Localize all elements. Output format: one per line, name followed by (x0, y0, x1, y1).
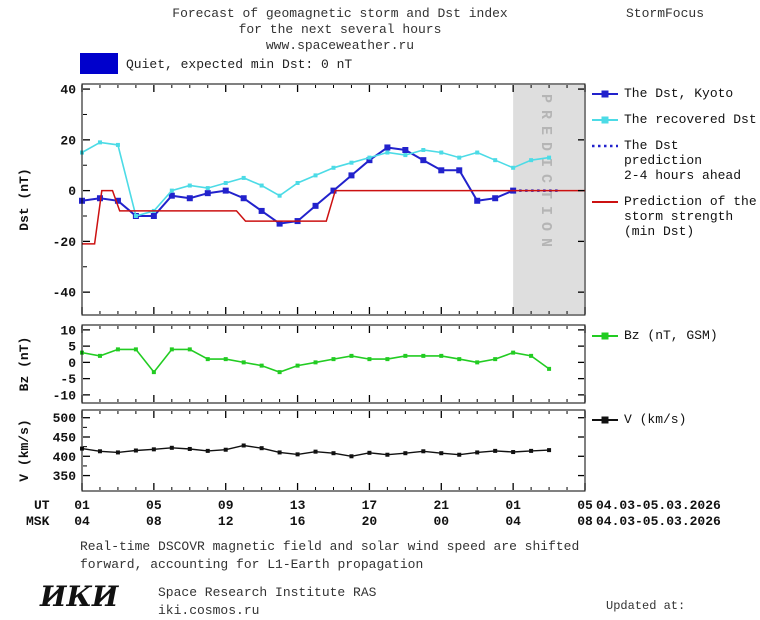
institute-block: Space Research Institute RAS iki.cosmos.… (158, 584, 376, 620)
msk-tick-label-0: 04 (74, 514, 90, 529)
legend-main-item-2: The Dst prediction 2-4 hours ahead (592, 138, 760, 183)
ut-tick-label-6: 01 (505, 498, 521, 513)
svg-text:-10: -10 (53, 388, 77, 403)
legend-v-label-0: V (km/s) (624, 412, 687, 427)
updated-block: Updated at: UT 01:05, 05.03.2026 MSK 04:… (606, 566, 757, 620)
svg-text:0: 0 (68, 184, 76, 199)
legend-main-label-0: The Dst, Kyoto (624, 86, 734, 101)
svg-text:350: 350 (53, 469, 77, 484)
legend-main: The Dst, Kyoto The recovered Dst The Dst p… (592, 86, 760, 250)
legend-main-label-2: The Dst prediction 2-4 hours ahead (624, 138, 742, 183)
footnote: Real-time DSCOVR magnetic field and sola… (80, 538, 579, 574)
svg-text:450: 450 (53, 431, 77, 446)
msk-row-header: MSK (26, 514, 50, 529)
svg-text:-40: -40 (53, 286, 77, 301)
msk-date-range: 04.03-05.03.2026 (596, 514, 721, 529)
dst-axis-label: Dst (nT) (17, 168, 32, 230)
legend-v: V (km/s) (592, 412, 760, 438)
legend-v-item-0: V (km/s) (592, 412, 760, 427)
msk-tick-label-6: 04 (505, 514, 521, 529)
ut-tick-label-1: 05 (146, 498, 162, 513)
series-dst-3 (82, 189, 585, 245)
msk-tick-label-3: 16 (290, 514, 306, 529)
v-panel: 500 450 400 350 (53, 409, 586, 492)
svg-text:500: 500 (53, 411, 77, 426)
msk-tick-label-2: 12 (218, 514, 234, 529)
msk-tick-label-7: 08 (577, 514, 593, 529)
svg-text:20: 20 (60, 133, 76, 148)
svg-text:5: 5 (68, 340, 76, 355)
ut-tick-label-3: 13 (290, 498, 306, 513)
bz-panel: 10 50-5-10 (53, 323, 586, 404)
legend-v-marker-0-icon (592, 416, 618, 424)
msk-tick-label-1: 08 (146, 514, 162, 529)
title-line-1: Forecast of geomagnetic storm and Dst in… (172, 6, 508, 21)
ut-date-range: 04.03-05.03.2026 (596, 498, 721, 513)
status-color-swatch (80, 53, 118, 74)
status-banner-label: Quiet, expected min Dst: 0 nT (126, 57, 353, 72)
brand-label: StormFocus (626, 6, 705, 21)
legend-bz: Bz (nT, GSM) (592, 328, 760, 354)
svg-text:400: 400 (53, 450, 77, 465)
msk-tick-label-5: 00 (433, 514, 449, 529)
prediction-zone-label: PREDICTION (537, 94, 554, 254)
legend-main-item-0: The Dst, Kyoto (592, 86, 760, 101)
svg-text:-20: -20 (53, 235, 77, 250)
ut-tick-label-0: 01 (74, 498, 90, 513)
dst-panel: PREDICTION 40 20 0 -20 -40 (53, 83, 586, 316)
institute-name: Space Research Institute RAS (158, 585, 377, 600)
legend-main-marker-1-icon (592, 116, 618, 124)
svg-text:0: 0 (68, 356, 76, 371)
svg-text:10: 10 (60, 323, 76, 338)
footnote-line-2: forward, accounting for L1-Earth propaga… (80, 557, 424, 572)
updated-label: Updated at: (606, 599, 686, 613)
legend-main-item-1: The recovered Dst (592, 112, 760, 127)
ut-row-header: UT (34, 498, 50, 513)
legend-main-marker-3-icon (592, 201, 618, 203)
footnote-line-1: Real-time DSCOVR magnetic field and sola… (80, 539, 580, 554)
svg-text:-5: -5 (60, 372, 76, 387)
ut-tick-label-4: 17 (362, 498, 378, 513)
msk-tick-label-4: 20 (362, 514, 378, 529)
iki-logo: ИКИ (40, 580, 119, 613)
legend-bz-marker-0-icon (592, 332, 618, 340)
legend-bz-item-0: Bz (nT, GSM) (592, 328, 760, 343)
title-line-2: for the next several hours (238, 22, 442, 37)
legend-main-marker-2-icon (592, 144, 618, 148)
page-title: Forecast of geomagnetic storm and Dst in… (60, 6, 620, 54)
legend-main-label-1: The recovered Dst (624, 112, 757, 127)
bz-axis-label: Bz (nT) (17, 337, 32, 392)
legend-bz-label-0: Bz (nT, GSM) (624, 328, 718, 343)
prediction-zone (513, 85, 584, 314)
site-link: www.spaceweather.ru (265, 38, 415, 53)
svg-text:40: 40 (60, 83, 76, 98)
legend-main-item-3: Prediction of the storm strength (min Ds… (592, 194, 760, 239)
legend-main-label-3: Prediction of the storm strength (min Ds… (624, 194, 757, 239)
institute-site-link: iki.cosmos.ru (158, 603, 260, 618)
ut-tick-label-7: 05 (577, 498, 593, 513)
ut-tick-label-2: 09 (218, 498, 234, 513)
v-axis-label: V (km/s) (17, 419, 32, 481)
legend-main-marker-0-icon (592, 90, 618, 98)
ut-tick-label-5: 21 (433, 498, 449, 513)
